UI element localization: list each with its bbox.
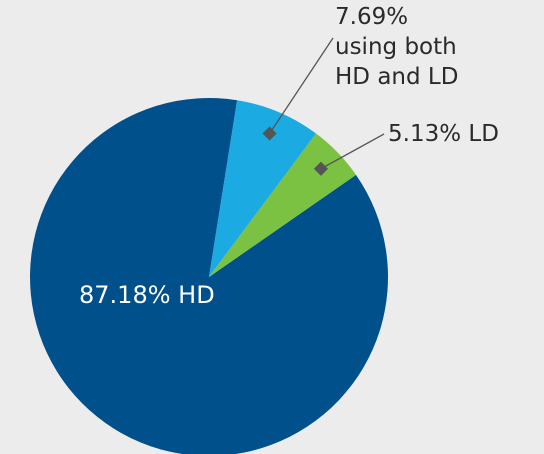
leader-marker — [262, 126, 277, 141]
leader-line — [320, 133, 385, 170]
pie-slice — [209, 100, 317, 277]
slice-label: 5.13% LD — [388, 121, 499, 147]
slice-label: 87.18% HD — [79, 281, 215, 309]
leader-line — [269, 37, 334, 134]
slice-label: 7.69% using both HD and LD — [335, 4, 458, 90]
pie-slice — [30, 98, 388, 454]
leader-marker — [313, 161, 329, 176]
